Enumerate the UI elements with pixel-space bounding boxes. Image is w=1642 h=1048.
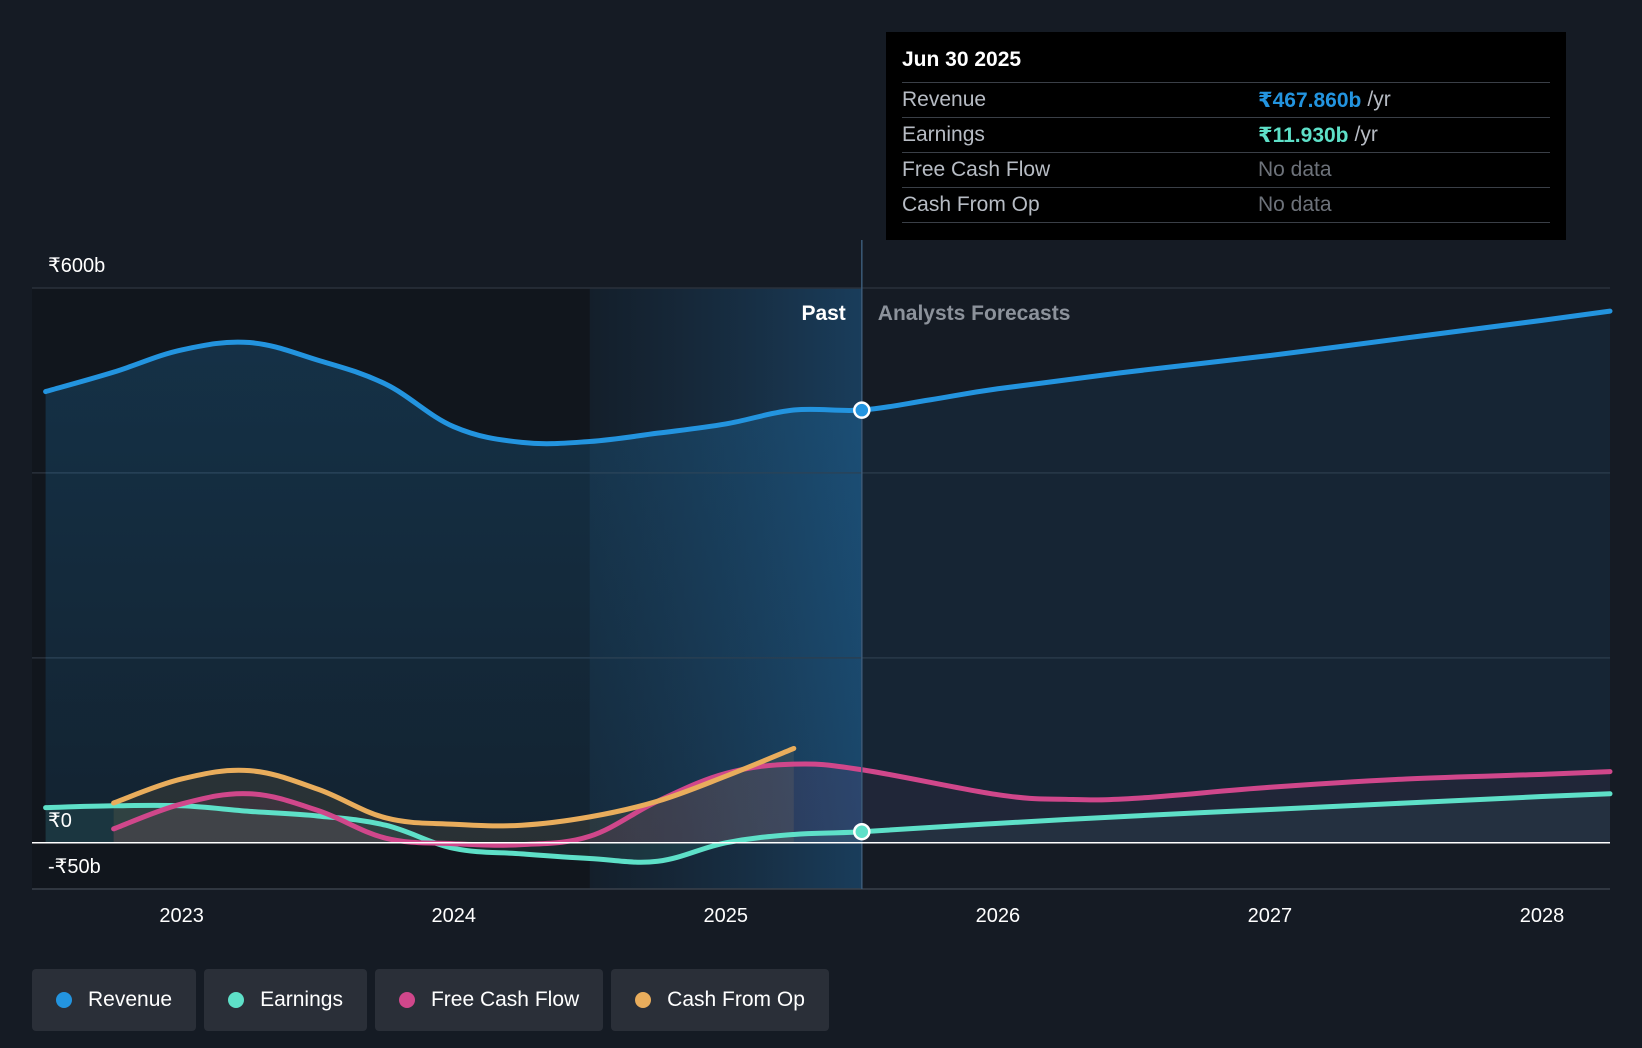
tooltip-row-free-cash-flow: Free Cash Flow No data — [902, 152, 1550, 187]
x-axis-labels: 2023 2024 2025 2026 2027 2028 — [159, 905, 1564, 927]
y-axis-labels: ₹600b ₹0 -₹50b — [48, 255, 105, 878]
revenue-area-forecast — [861, 311, 1610, 843]
chart-legend: Revenue Earnings Free Cash Flow Cash Fro… — [32, 969, 829, 1031]
legend-label: Earnings — [260, 988, 343, 1011]
free-cash-flow-area-forecast — [861, 769, 1610, 843]
cash-from-op-line — [111, 745, 797, 829]
highlight-points — [853, 401, 871, 841]
x-tick-label: 2024 — [431, 905, 476, 927]
forecast-label: Analysts Forecasts — [878, 302, 1071, 325]
x-tick-label: 2026 — [976, 905, 1021, 927]
tooltip: Jun 30 2025 Revenue ₹467.860b /yr Earnin… — [886, 32, 1566, 240]
x-tick-label: 2027 — [1248, 905, 1293, 927]
tooltip-unit: /yr — [1367, 88, 1391, 111]
tooltip-label: Free Cash Flow — [902, 158, 1051, 181]
free-cash-flow-line — [111, 761, 1613, 848]
legend-item-earnings[interactable]: Earnings — [204, 969, 367, 1031]
legend-label: Free Cash Flow — [430, 988, 580, 1011]
tooltip-row-earnings: Earnings ₹11.930b /yr — [902, 117, 1550, 152]
x-tick-label: 2025 — [704, 905, 749, 927]
tooltip-value: ₹11.930b — [1258, 123, 1349, 147]
revenue-area-past — [45, 342, 862, 843]
free-cash-flow-area-past — [113, 763, 862, 846]
legend-item-free-cash-flow[interactable]: Free Cash Flow — [374, 969, 604, 1031]
series-areas — [45, 311, 1610, 863]
tooltip-row-revenue: Revenue ₹467.860b /yr — [902, 82, 1550, 117]
legend-item-cash-from-op[interactable]: Cash From Op — [611, 969, 829, 1031]
revenue-point — [853, 401, 871, 419]
x-tick-label: 2028 — [1520, 905, 1565, 927]
tooltip-label: Earnings — [902, 123, 985, 146]
earnings-area-past — [45, 805, 862, 863]
legend-item-revenue[interactable]: Revenue — [32, 969, 197, 1031]
tooltip-value: ₹467.860b — [1258, 88, 1362, 112]
tooltip-value: No data — [1258, 193, 1332, 216]
tooltip-row-cash-from-op: Cash From Op No data — [902, 187, 1550, 223]
legend-dot-icon — [228, 992, 245, 1008]
y-tick-label: -₹50b — [48, 856, 101, 878]
tooltip-value: No data — [1258, 158, 1332, 181]
y-tick-label: ₹600b — [48, 255, 105, 277]
y-tick-label: ₹0 — [48, 810, 72, 832]
x-tick-label: 2023 — [159, 905, 204, 927]
tooltip-label: Cash From Op — [902, 193, 1040, 216]
legend-dot-icon — [56, 992, 72, 1008]
legend-dot-icon — [398, 992, 415, 1008]
tooltip-unit: /yr — [1354, 123, 1378, 146]
tooltip-date: Jun 30 2025 — [902, 48, 1022, 71]
earnings-area-forecast — [861, 793, 1610, 843]
past-label: Past — [801, 302, 845, 325]
earnings-line — [43, 791, 1613, 865]
tooltip-label: Revenue — [902, 88, 987, 111]
series-lines — [43, 308, 1613, 865]
earnings-point — [853, 822, 871, 841]
legend-label: Cash From Op — [667, 988, 805, 1011]
legend-label: Revenue — [88, 988, 173, 1011]
legend-dot-icon — [635, 992, 652, 1008]
revenue-line — [43, 308, 1613, 447]
